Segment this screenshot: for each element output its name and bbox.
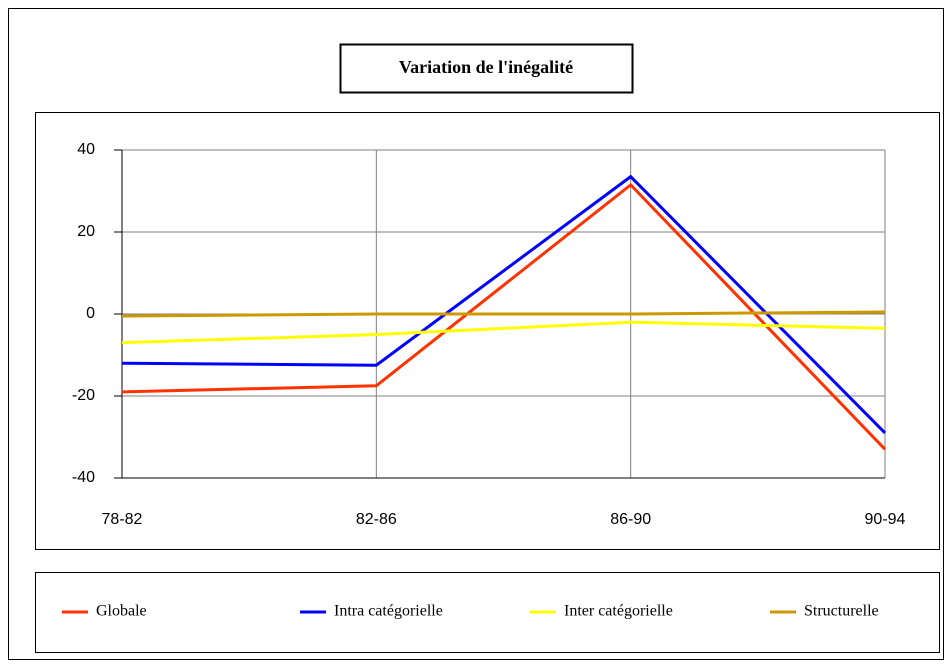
x-tick-label: 82-86 [356,511,397,528]
x-tick-label: 86-90 [610,511,651,528]
x-tick-label: 90-94 [865,511,906,528]
y-tick-label: 40 [77,141,95,158]
series-line [121,320,886,345]
y-tick-label: -40 [72,469,95,486]
plot-box [35,112,940,550]
series-line [121,174,887,434]
y-tick-label: 20 [77,223,95,240]
y-tick-label: -20 [72,387,95,404]
y-tick-label: 0 [86,305,95,322]
x-tick-label: 78-82 [102,511,143,528]
legend-label: Intra catégorielle [334,603,443,620]
legend-label: Inter catégorielle [564,603,673,620]
legend-label: Globale [96,603,147,620]
title-box [339,43,634,94]
series-line [121,182,887,451]
legend-label: Structurelle [804,603,879,620]
series-line [121,310,886,318]
chart-title: Variation de l'inégalité [399,57,573,77]
